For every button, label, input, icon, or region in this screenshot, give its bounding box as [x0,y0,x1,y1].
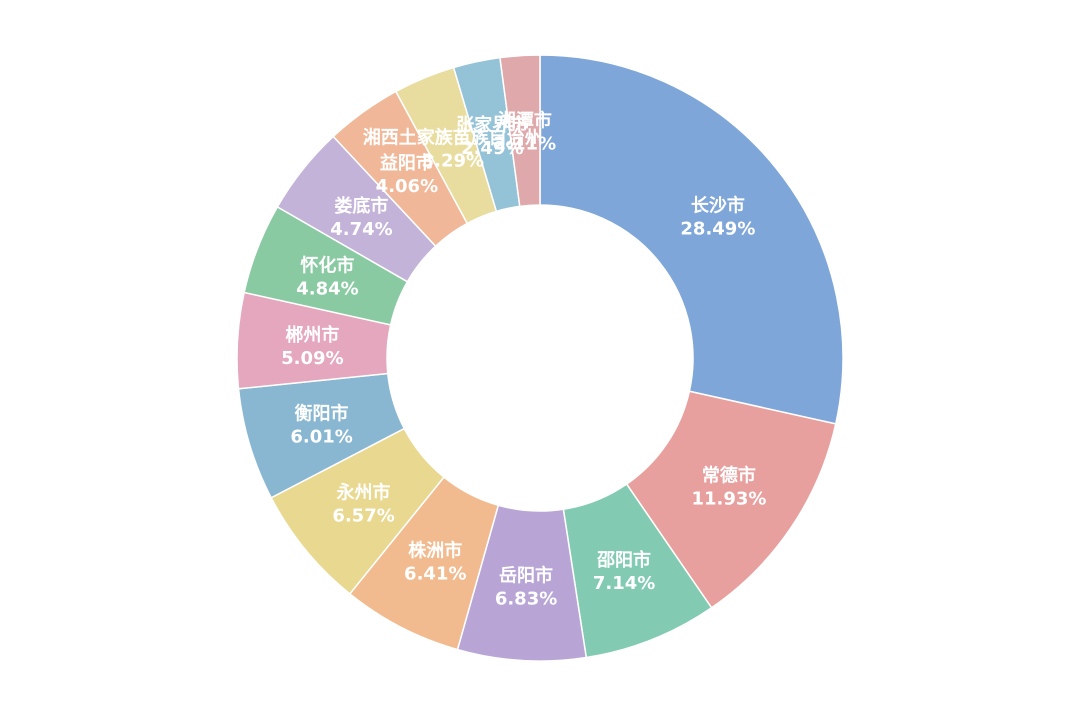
slice-label-3: 岳阳市 [499,565,553,587]
slice-label-7: 郴州市 [285,324,339,346]
slice-percent-2: 7.14% [593,573,655,594]
slice-percent-3: 6.83% [495,589,557,610]
slice-percent-0: 28.49% [680,218,755,239]
slice-label-12: 张家界市 [456,114,528,136]
slice-percent-11: 3.29% [422,150,484,171]
slice-label-13: 湘潭市 [498,110,552,132]
slice-0 [539,54,844,425]
slice-label-0: 长沙市 [691,194,745,216]
slice-label-6: 衡阳市 [295,402,349,424]
slice-label-1: 常德市 [702,465,756,487]
slice-percent-13: 2.11% [494,134,556,155]
slice-label-9: 娄底市 [334,195,388,217]
slice-percent-6: 6.01% [290,426,352,447]
slice-percent-5: 6.57% [332,505,394,526]
chart-slices [236,54,844,662]
slice-label-8: 怀化市 [300,255,354,277]
slice-label-2: 邵阳市 [596,549,651,571]
slice-percent-8: 4.84% [296,279,358,300]
slice-percent-1: 11.93% [691,489,766,510]
slice-label-11: 湘西土家族苗族自治州 [363,126,543,148]
slice-percent-7: 5.09% [281,348,343,369]
slice-label-4: 株洲市 [408,540,462,562]
slice-percent-12: 2.49% [461,138,523,159]
slice-label-10: 益阳市 [380,152,434,174]
slice-13 [499,54,541,208]
slice-percent-9: 4.74% [330,219,392,240]
slice-label-5: 永州市 [336,481,391,503]
slice-percent-4: 6.41% [404,564,466,585]
slice-percent-10: 4.06% [376,176,438,197]
